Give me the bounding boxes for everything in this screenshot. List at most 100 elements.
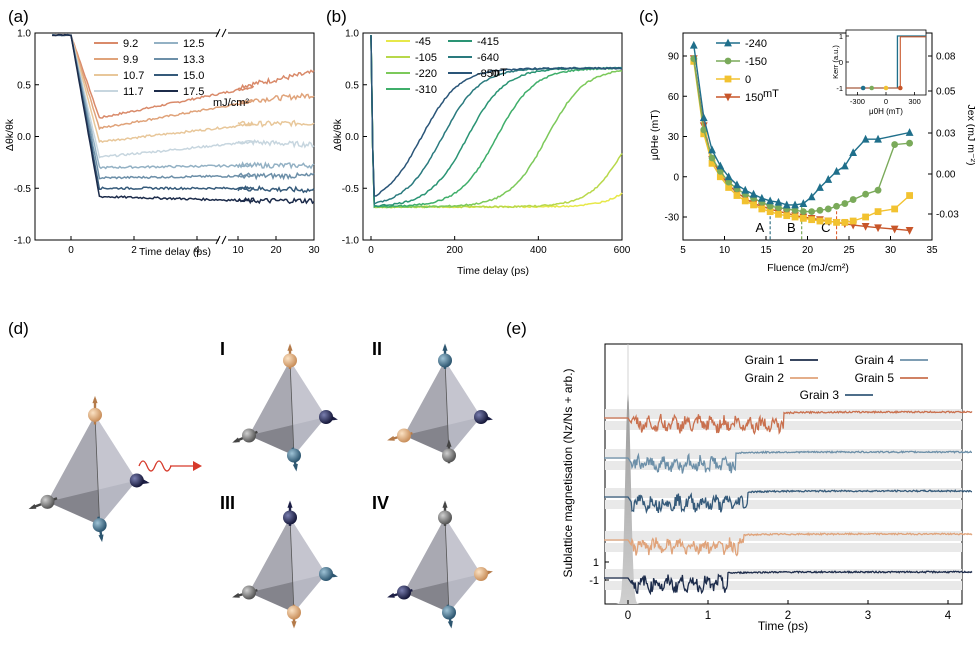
legend-label: 12.5 — [183, 38, 204, 50]
x-tick-label: 600 — [614, 245, 631, 256]
inset-x-tick-label: 300 — [908, 97, 921, 106]
tetra-edge — [289, 517, 295, 613]
panel-a-legend: 9.2 9.9 10.7 11.7 12.5 13.3 15.0 17.5 — [94, 38, 204, 98]
x-tick-label: 0 — [368, 245, 374, 256]
legend-label: Grain 4 — [855, 353, 895, 367]
legend-label: Grain 2 — [745, 371, 785, 385]
x-tick-label: 15 — [760, 245, 772, 256]
atom-sphere — [242, 428, 256, 443]
panel-b-xlabel: Time delay (ps) — [457, 265, 529, 277]
tetrahedron-config-II — [387, 343, 493, 464]
data-point — [733, 180, 741, 189]
panel-c-y-ticks: 90 60 30 0 -30 — [665, 52, 687, 224]
legend-label: 150 — [745, 92, 763, 104]
series-line-left — [51, 34, 255, 170]
y-tick-label: 0.5 — [345, 80, 359, 91]
spin-arrowhead — [387, 592, 395, 598]
x-tick-label: 200 — [446, 245, 463, 256]
panel-e-pump-pulse — [616, 394, 640, 604]
atom-sphere — [474, 410, 488, 424]
atom-sphere — [129, 473, 144, 488]
panel-c-legend-unit: mT — [763, 88, 779, 100]
band-upper — [605, 488, 962, 498]
y-tick-label: 1.0 — [345, 29, 359, 40]
data-point — [905, 128, 914, 136]
series-line-right — [237, 92, 315, 105]
inset-x-tick-label: -300 — [850, 97, 865, 106]
tetrahedron-config-IV — [387, 500, 493, 629]
data-point — [824, 205, 832, 213]
legend-label: Grain 3 — [800, 388, 840, 402]
series-line-right — [237, 196, 315, 205]
legend-label: -310 — [415, 84, 437, 96]
tetra-face-front — [47, 414, 100, 526]
tetrahedron-initial — [28, 395, 150, 543]
legend-label: Grain 5 — [855, 371, 895, 385]
data-point — [824, 217, 832, 225]
x-tick-label: 10 — [232, 245, 244, 256]
x-tick-label: 35 — [926, 245, 938, 256]
panel-c-xlabel: Fluence (mJ/cm²) — [767, 262, 849, 274]
marker-label: A — [755, 220, 764, 235]
data-point — [749, 189, 758, 198]
panel-e-series — [604, 410, 973, 596]
legend-label: Grain 1 — [745, 353, 785, 367]
data-point — [716, 173, 724, 181]
x-tick-label: 30 — [308, 245, 320, 256]
series-line-left — [52, 33, 254, 144]
panel-a-break-marks — [215, 28, 227, 245]
data-point — [874, 224, 882, 233]
y-tick-label: 30 — [668, 132, 680, 143]
y-tick-label: 60 — [668, 92, 680, 103]
panel-c-label: (c) — [639, 7, 659, 26]
spin-arrowhead — [287, 343, 293, 351]
legend-label: 9.9 — [123, 54, 138, 66]
marker-label: B — [787, 220, 796, 235]
inset-field-point — [860, 85, 866, 91]
data-point — [862, 190, 869, 198]
legend-label: 17.5 — [183, 86, 204, 98]
tetra-face-back — [404, 517, 481, 593]
data-point — [700, 126, 708, 134]
panel-e-legend: Grain 1 Grain 2 Grain 3 Grain 4 Grain 5 — [745, 353, 928, 402]
spin-arrowhead — [287, 500, 293, 508]
series-line-left — [51, 33, 254, 131]
panel-b-frame — [362, 32, 623, 241]
atom-sphere — [287, 605, 301, 620]
atom-sphere — [319, 410, 333, 424]
tetra-face-side — [290, 360, 326, 456]
spin-arrowhead — [446, 439, 452, 447]
spin-arrowhead — [232, 592, 240, 598]
y-tick-label: 0.0 — [17, 132, 31, 143]
y-tick-label: 0.5 — [17, 80, 31, 91]
config-label-I: I — [220, 339, 225, 359]
inset-field-point — [897, 85, 903, 91]
data-point — [725, 178, 733, 186]
series-line-right — [237, 119, 315, 128]
data-point — [724, 75, 732, 83]
tetra-face-front — [249, 517, 294, 613]
legend-label: -105 — [415, 52, 437, 64]
data-point — [766, 196, 775, 205]
config-label-II: II — [372, 339, 382, 359]
inset-plot: 1 0 -1 -300 0 300 — [836, 32, 926, 106]
grain-line — [604, 450, 972, 474]
y2-tick-label: 0.00 — [936, 170, 956, 181]
data-point — [816, 206, 824, 214]
spin-arrowhead — [447, 620, 453, 629]
data-point — [833, 202, 840, 210]
y-tick-label: -30 — [665, 213, 680, 224]
data-point — [840, 161, 849, 170]
spin-arrowhead — [28, 503, 37, 509]
series-line-left — [52, 33, 255, 203]
band-lower — [605, 461, 962, 470]
laser-pulse-arrow — [138, 460, 202, 472]
atom-sphere — [397, 585, 411, 600]
data-point — [799, 199, 808, 207]
x-tick-label: 30 — [885, 245, 897, 256]
y-tick-label: 0.0 — [345, 132, 359, 143]
panel-b-series — [370, 35, 623, 209]
panel-c-series — [689, 40, 914, 235]
data-point — [724, 172, 733, 181]
